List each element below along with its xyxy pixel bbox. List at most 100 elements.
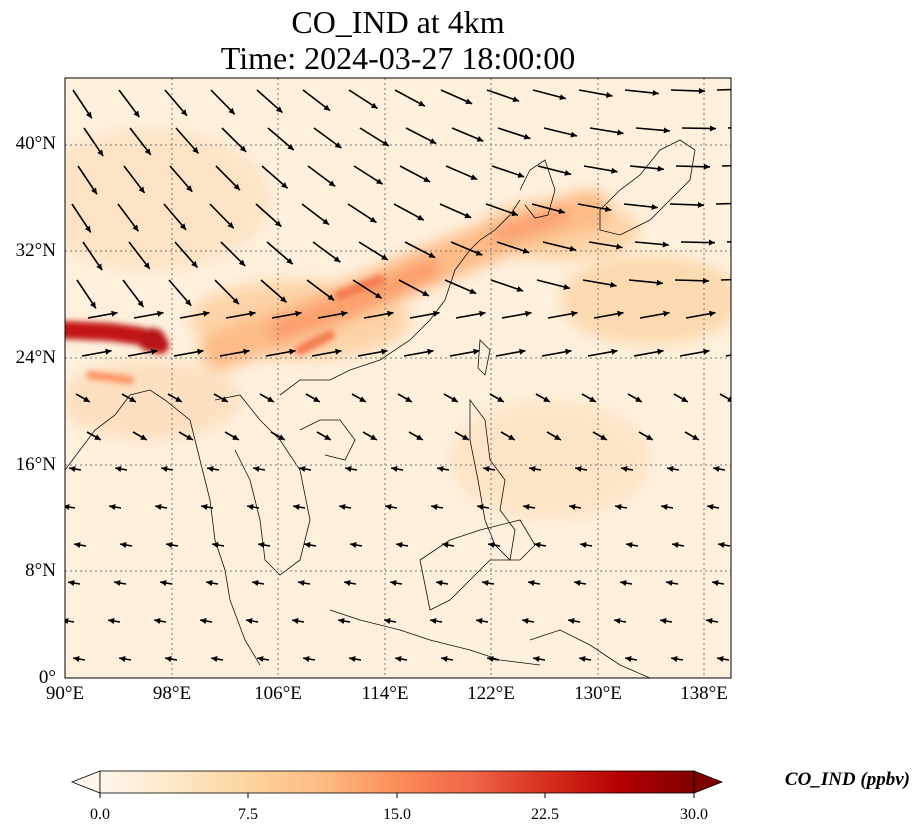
wind-arrow-head	[211, 656, 218, 662]
wind-arrow-head	[558, 208, 565, 215]
map-frame	[64, 77, 732, 679]
wind-arrow-head	[712, 580, 719, 586]
wind-arrow-head	[108, 618, 115, 624]
wind-arrow-head	[201, 504, 208, 510]
wind-arrow-head	[385, 504, 392, 510]
map-area	[65, 78, 762, 678]
wind-arrow-head	[564, 169, 571, 176]
wind-arrow-head	[614, 618, 621, 624]
wind-arrow-head	[165, 656, 172, 662]
wind-arrow-head	[625, 656, 632, 662]
wind-arrow-head	[119, 656, 126, 662]
wind-arrow-head	[479, 310, 486, 317]
wind-arrow-head	[212, 542, 219, 548]
wind-arrow-head	[416, 434, 423, 440]
wind-arrow-head	[423, 176, 431, 182]
wind-arrow-head	[646, 434, 653, 440]
wind-arrow-head	[387, 310, 394, 317]
wind-arrow-head	[706, 618, 713, 624]
wind-arrow-head	[574, 580, 581, 586]
wind-arrow-head	[554, 434, 561, 440]
wind-arrow-head	[441, 656, 448, 662]
wind-arrow-head	[73, 656, 80, 662]
wind-arrow-head	[333, 256, 341, 263]
wind-arrow-shaft	[721, 164, 731, 167]
lon-tick-label: 122°E	[467, 683, 515, 704]
wind-arrow-head	[191, 261, 198, 268]
wind-arrow-head	[473, 348, 480, 355]
wind-arrow-head	[671, 656, 678, 662]
wind-arrow-head	[569, 245, 577, 252]
wind-arrow-head	[258, 542, 265, 548]
wind-arrow-head	[327, 294, 335, 301]
wind-arrow-head	[154, 618, 161, 624]
wind-arrow-head	[396, 542, 403, 548]
wind-arrow-head	[274, 220, 282, 227]
wind-arrow-head	[475, 250, 483, 256]
wind-arrow-head	[749, 276, 755, 282]
wind-arrow-head	[299, 466, 306, 472]
wind-arrow-head	[114, 580, 121, 586]
wind-arrow-head	[429, 138, 437, 144]
wind-arrow-head	[129, 396, 136, 402]
wind-arrow-head	[569, 504, 576, 510]
wind-arrow-head	[482, 580, 489, 586]
wind-arrow-head	[293, 504, 300, 510]
lat-tick-label: 16°N	[15, 454, 56, 475]
wind-arrow-head	[323, 104, 331, 111]
wind-arrow-head	[382, 140, 389, 146]
wind-arrow-head	[681, 396, 688, 402]
wind-arrow-head	[91, 187, 97, 195]
wind-arrow-head	[192, 147, 199, 154]
wind-arrow-head	[713, 466, 720, 472]
wind-arrow-head	[391, 466, 398, 472]
wind-arrow-head	[559, 94, 566, 100]
wind-vectors	[65, 87, 762, 662]
wind-arrow-head	[303, 656, 310, 662]
lon-tick-label: 138°E	[680, 683, 728, 704]
wind-arrow-head	[517, 172, 525, 178]
wind-arrow-head	[755, 238, 761, 244]
wind-arrow-head	[652, 89, 659, 96]
wind-arrow-head	[105, 348, 112, 355]
wind-arrow-head	[525, 310, 532, 317]
colorbar-tick-label: 22.5	[531, 806, 559, 823]
wind-arrow-head	[589, 396, 596, 402]
wind-arrow-head	[94, 434, 101, 440]
wind-arrow-head	[179, 223, 187, 230]
wind-arrow-head	[65, 618, 69, 624]
wind-arrow-head	[322, 218, 330, 225]
wind-arrow-head	[626, 542, 633, 548]
wind-arrow-head	[295, 310, 302, 317]
wind-arrow-head	[228, 107, 235, 115]
wind-arrow-head	[717, 656, 724, 662]
wind-arrow-head	[727, 396, 731, 402]
wind-arrow-head	[140, 434, 147, 440]
wind-arrow-head	[84, 225, 91, 233]
colorbar-extend-high	[693, 770, 724, 794]
wind-arrow-head	[755, 311, 761, 317]
wind-arrow-head	[437, 466, 444, 472]
wind-arrow-head	[395, 656, 402, 662]
wind-arrow-head	[497, 396, 504, 402]
wind-arrow-shaft	[715, 202, 731, 205]
wind-arrow-head	[334, 142, 342, 149]
wind-arrow-head	[534, 542, 541, 548]
wind-arrow-head	[462, 434, 469, 440]
wind-arrow-head	[151, 348, 158, 355]
wind-arrow-shaft	[730, 432, 731, 433]
wind-arrow-head	[96, 263, 103, 271]
wind-arrow-head	[292, 618, 299, 624]
wind-arrow-head	[203, 310, 210, 317]
wind-arrow-head	[749, 349, 755, 355]
wind-arrow-head	[709, 310, 716, 317]
wind-arrow-head	[157, 310, 164, 317]
lon-tick-label: 98°E	[152, 683, 192, 704]
wind-arrow-head	[488, 542, 495, 548]
wind-arrow-head	[304, 542, 311, 548]
wind-arrow-head	[137, 300, 144, 308]
wind-arrow-head	[487, 656, 494, 662]
wind-arrow-head	[709, 125, 716, 132]
wind-arrow-head	[617, 129, 624, 136]
wind-arrow-head	[756, 124, 762, 130]
